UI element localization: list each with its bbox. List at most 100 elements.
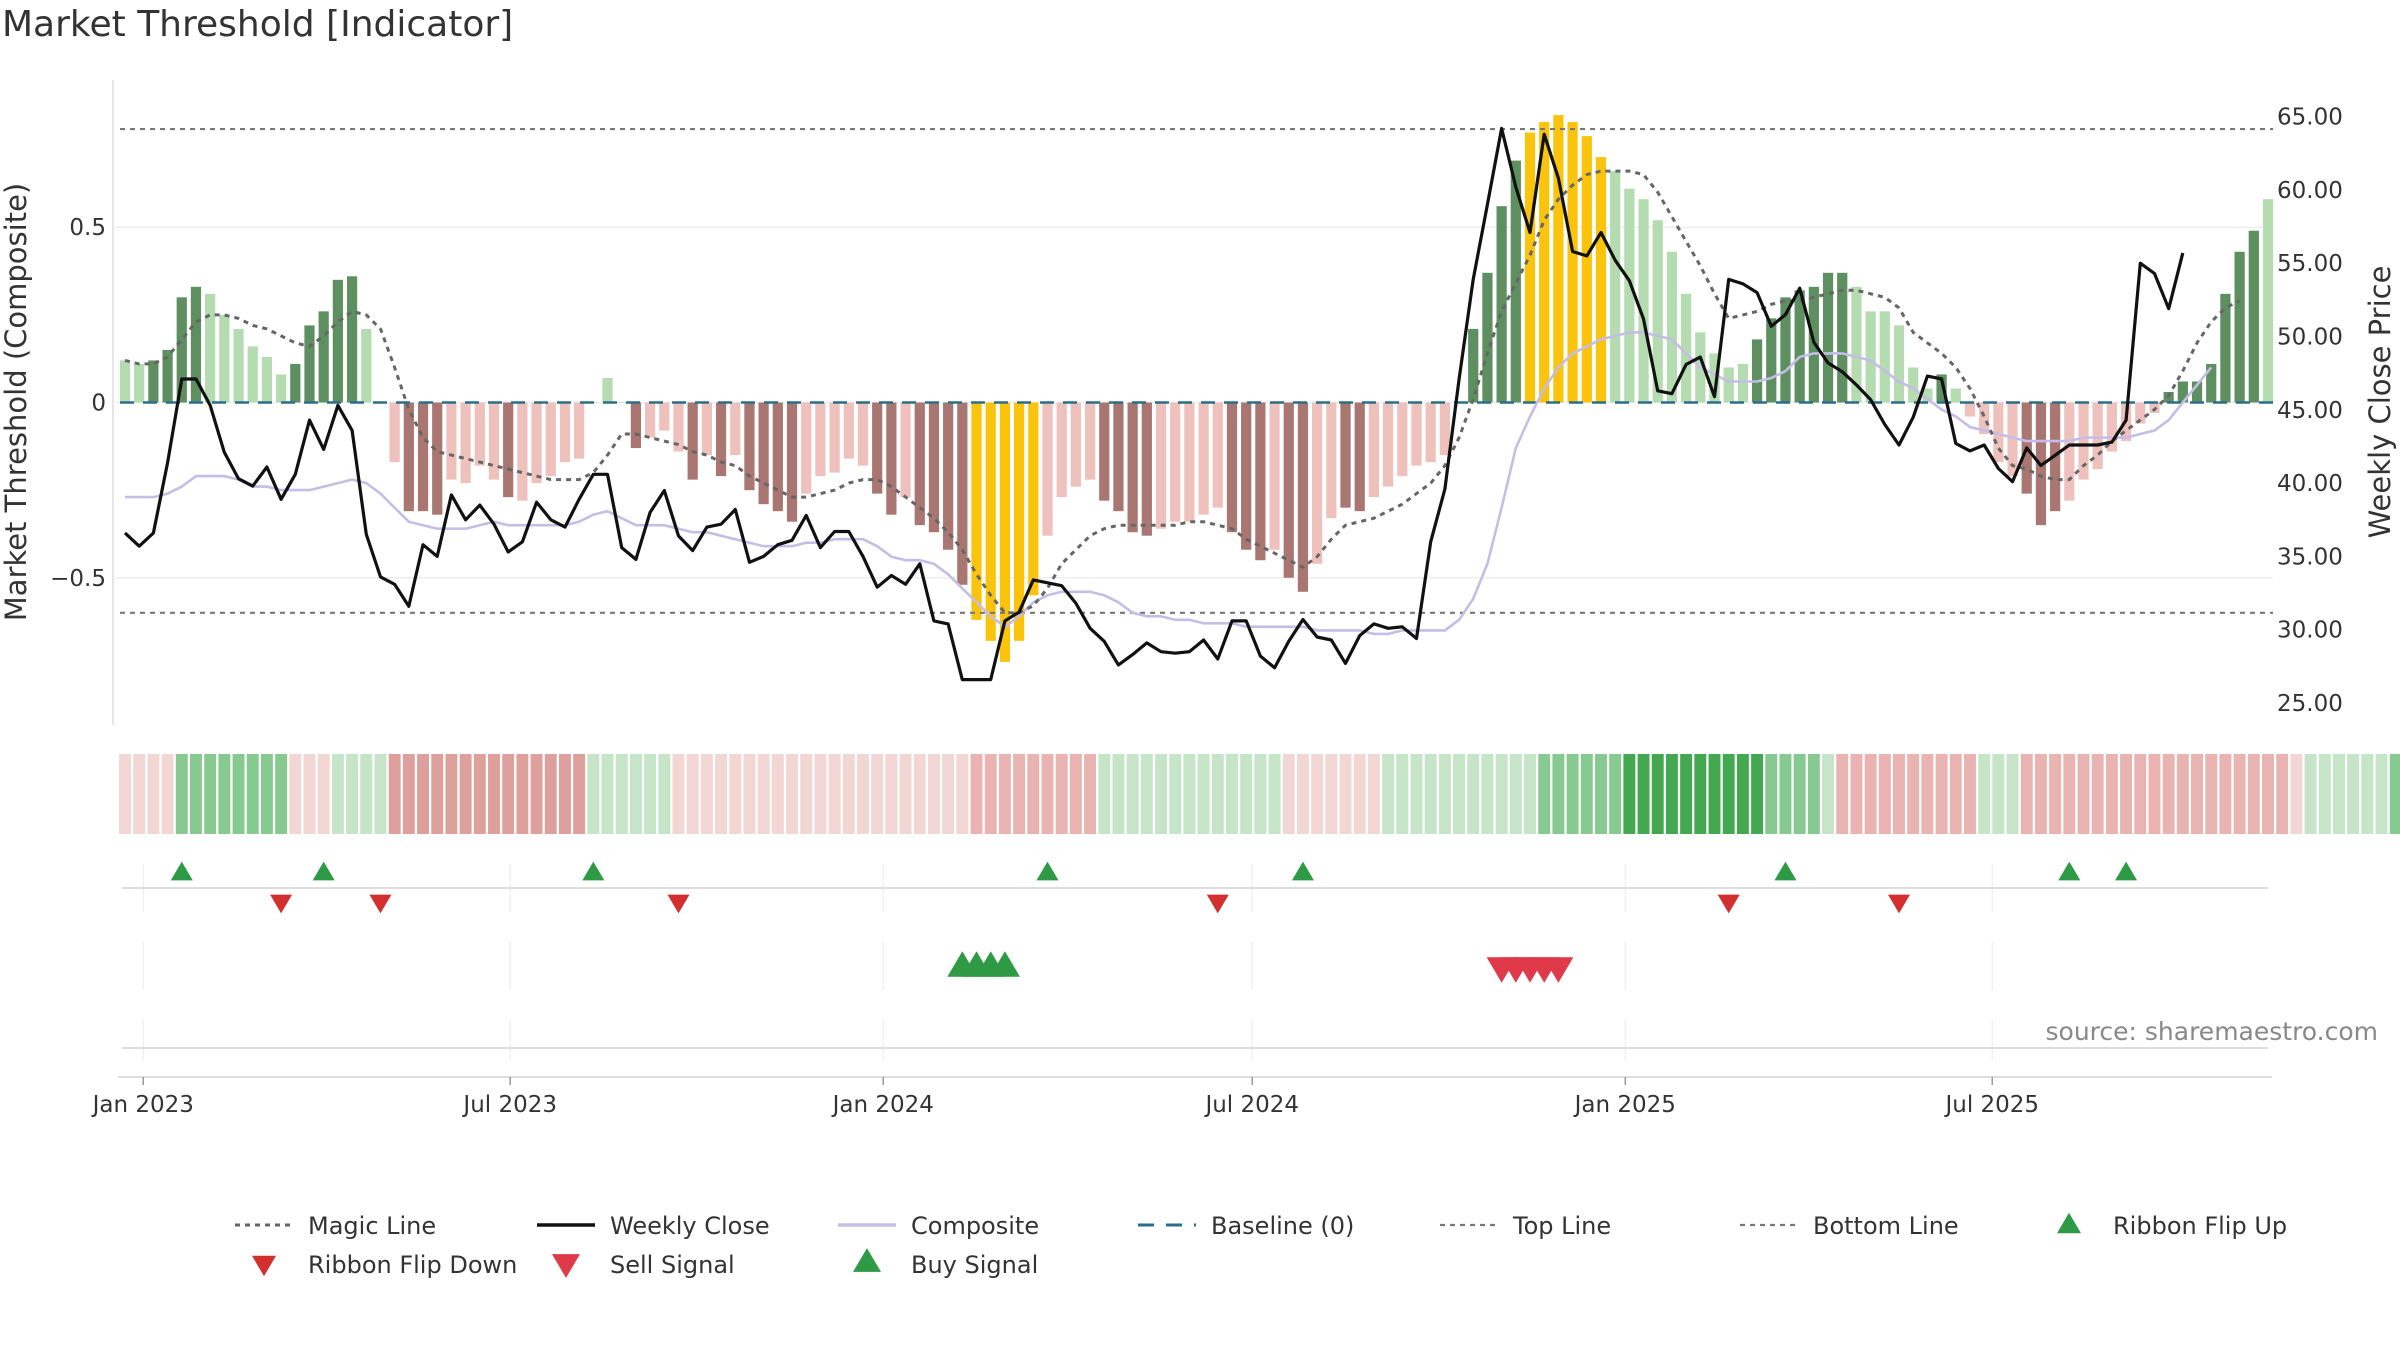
legend-swatch-buy — [853, 1248, 881, 1272]
composite-bar — [1198, 402, 1209, 515]
composite-bar — [644, 402, 656, 438]
ribbon-flip-down-marker — [369, 894, 392, 914]
ribbon-segment — [1949, 754, 1962, 834]
composite-bar — [233, 328, 244, 403]
ribbon-segment — [1836, 754, 1849, 834]
composite-bar — [2234, 251, 2245, 403]
ribbon-segment — [1382, 754, 1395, 834]
ribbon-segment — [2134, 754, 2147, 834]
ribbon-segment — [771, 754, 784, 834]
composite-bar — [914, 402, 925, 526]
ribbon-flip-down-marker — [270, 894, 293, 914]
ribbon-segment — [2233, 754, 2246, 834]
ribbon-segment — [601, 754, 614, 834]
composite-bar — [1340, 402, 1351, 508]
composite-bar — [432, 402, 443, 515]
legend-label: Sell Signal — [610, 1251, 735, 1279]
ribbon-segment — [1410, 754, 1423, 834]
ribbon-segment — [2276, 754, 2289, 834]
ribbon-segment — [119, 754, 131, 834]
composite-bar — [957, 402, 968, 585]
ribbon-segment — [374, 754, 387, 834]
composite-bar — [1013, 402, 1025, 641]
ribbon-segment — [2219, 754, 2232, 834]
x-tick-label: Jul 2024 — [1203, 1092, 1299, 1118]
composite-bar — [503, 402, 514, 498]
composite-bar — [205, 293, 216, 403]
legend-item: Ribbon Flip Down — [252, 1251, 517, 1279]
right-tick-label: 65.00 — [2277, 105, 2343, 131]
composite-bar — [1170, 402, 1181, 522]
composite-bar — [1822, 272, 1834, 403]
ribbon-segment — [1027, 754, 1040, 834]
ribbon-segment — [686, 754, 699, 834]
ribbon-segment — [729, 754, 742, 834]
ribbon-segment — [1864, 754, 1877, 834]
composite-bar — [1908, 367, 1919, 403]
ribbon-segment — [998, 754, 1011, 834]
ribbon-segment — [2262, 754, 2274, 834]
composite-bar — [176, 297, 187, 403]
ribbon-segment — [814, 754, 827, 834]
ribbon-segment — [1126, 754, 1139, 834]
ribbon-segment — [1282, 754, 1295, 834]
composite-bar — [361, 328, 372, 403]
x-tick-label: Jan 2023 — [91, 1092, 194, 1118]
composite-bar — [1993, 402, 2004, 463]
composite-bars — [119, 115, 2274, 662]
legend-item: Ribbon Flip Up — [2057, 1212, 2287, 1240]
composite-bar — [1382, 402, 1394, 487]
ribbon-segment — [2332, 754, 2345, 834]
composite-bar — [801, 402, 812, 494]
composite-bar — [1212, 402, 1223, 508]
legend-item: Sell Signal — [552, 1251, 735, 1279]
composite-bar — [1766, 318, 1777, 403]
ribbon-segment — [573, 754, 586, 834]
ribbon-segment — [459, 754, 472, 834]
composite-bar — [1127, 402, 1138, 533]
ribbon-segment — [1807, 754, 1820, 834]
ribbon-segment — [743, 754, 756, 834]
ribbon-flip-up-marker — [582, 861, 605, 881]
composite-bar — [1255, 402, 1266, 561]
ribbon-flip-up-marker — [1291, 861, 1314, 881]
ribbon-segment — [1609, 754, 1622, 834]
ribbon-segment — [927, 754, 940, 834]
composite-bar — [531, 402, 542, 484]
composite-bar — [290, 363, 301, 403]
composite-bar — [1226, 402, 1238, 533]
ribbon-segment — [2318, 754, 2331, 834]
right-axis-title: Weekly Close Price — [2363, 266, 2397, 539]
legend-label: Baseline (0) — [1211, 1212, 1354, 1240]
ribbon-segment — [970, 754, 983, 834]
composite-bar — [1368, 402, 1380, 498]
ribbon-flip-panel — [122, 861, 2268, 914]
ribbon-segment — [1623, 754, 1636, 834]
composite-bar — [1851, 286, 1862, 403]
legend-label: Weekly Close — [610, 1212, 770, 1240]
composite-bar — [886, 402, 897, 515]
composite-bar — [1411, 402, 1422, 466]
composite-bar — [276, 374, 287, 403]
ribbon-segment — [2304, 754, 2317, 834]
composite-line — [125, 331, 2213, 636]
ribbon-segment — [1367, 754, 1380, 834]
legend-swatch-flip-up — [2057, 1212, 2081, 1234]
legend-swatch-flip-down — [252, 1255, 276, 1277]
ribbon-segment — [2120, 754, 2133, 834]
ribbon-segment — [587, 754, 600, 834]
weekly-close-line — [123, 126, 2185, 682]
composite-bar — [786, 402, 798, 522]
composite-bar — [1837, 272, 1848, 403]
composite-bar — [1553, 115, 1564, 403]
ribbon-segment — [1552, 754, 1565, 834]
ribbon-segment — [1566, 754, 1579, 834]
composite-bar — [1652, 220, 1663, 403]
composite-bar — [1879, 311, 1890, 403]
ribbon-segment — [2034, 754, 2047, 834]
ribbon-segment — [1211, 754, 1224, 834]
composite-bar — [985, 402, 996, 641]
legend-item: Composite — [838, 1212, 1039, 1240]
composite-bar — [715, 402, 727, 477]
ribbon-segment — [1580, 754, 1593, 834]
